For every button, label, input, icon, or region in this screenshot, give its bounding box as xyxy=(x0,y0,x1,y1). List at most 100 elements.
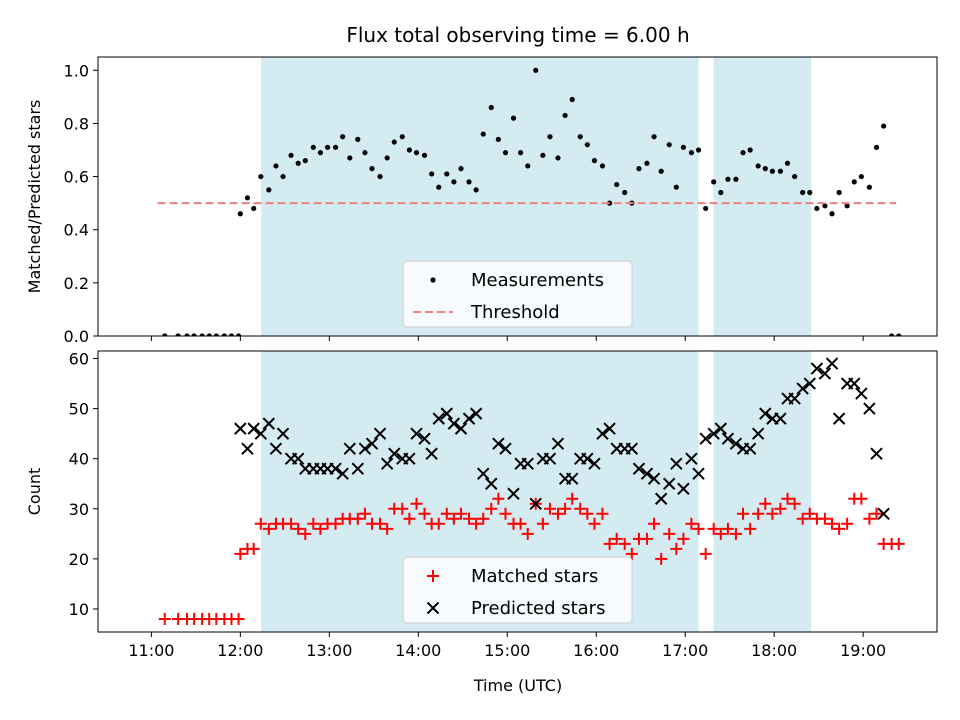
data-point xyxy=(247,422,260,435)
data-point xyxy=(729,437,743,450)
data-point xyxy=(247,542,260,555)
data-point xyxy=(647,472,661,485)
data-point xyxy=(237,211,243,217)
data-point xyxy=(269,442,283,455)
data-point xyxy=(492,492,505,505)
data-point xyxy=(718,189,724,196)
legend-label: Predicted stars xyxy=(471,598,605,619)
chart-title: Flux total observing time = 6.00 h xyxy=(346,23,689,47)
data-point xyxy=(707,522,720,535)
data-point xyxy=(347,155,353,161)
data-point xyxy=(670,542,683,555)
x-tick-label: 13:00 xyxy=(306,641,352,660)
data-point xyxy=(759,497,772,510)
data-point xyxy=(162,333,168,336)
data-point xyxy=(199,333,205,336)
data-point xyxy=(648,517,661,530)
data-point xyxy=(744,522,757,535)
y-tick-label: 50 xyxy=(69,400,89,419)
data-point xyxy=(644,160,650,166)
data-point xyxy=(603,537,616,550)
data-point xyxy=(455,507,468,520)
data-point xyxy=(614,181,620,188)
data-point xyxy=(752,507,765,520)
data-point xyxy=(599,163,606,169)
y-axis-label: Matched/Predicted stars xyxy=(25,100,44,294)
data-point xyxy=(581,452,594,465)
data-point xyxy=(769,168,776,174)
data-point xyxy=(751,427,765,440)
data-point xyxy=(213,333,219,336)
data-point xyxy=(244,195,251,201)
data-point xyxy=(873,144,880,150)
data-point xyxy=(743,442,757,455)
data-point xyxy=(234,422,247,435)
data-point xyxy=(863,512,876,525)
data-point xyxy=(365,437,379,450)
data-point xyxy=(747,147,753,153)
data-point xyxy=(577,134,583,140)
data-point xyxy=(507,487,520,500)
y-tick-label: 0.6 xyxy=(64,168,89,187)
data-point xyxy=(640,532,653,545)
data-point xyxy=(232,612,245,625)
data-point xyxy=(514,517,527,530)
data-point xyxy=(488,104,494,111)
data-point xyxy=(485,477,498,490)
data-point xyxy=(314,522,327,535)
data-point xyxy=(380,457,394,470)
data-point xyxy=(466,179,472,185)
y-tick-label: 0.2 xyxy=(64,274,89,293)
data-point xyxy=(529,497,542,510)
data-point xyxy=(258,173,264,180)
data-point xyxy=(295,160,301,166)
data-point xyxy=(355,136,361,142)
data-point xyxy=(477,512,490,525)
data-point xyxy=(470,517,483,530)
data-point xyxy=(858,173,864,180)
y-tick-label: 0.8 xyxy=(64,114,89,133)
data-point xyxy=(800,189,806,196)
data-point xyxy=(855,492,868,505)
data-point xyxy=(358,442,372,455)
data-point xyxy=(373,427,387,440)
x-tick-label: 12:00 xyxy=(217,641,263,660)
data-point xyxy=(536,517,549,530)
data-point xyxy=(262,417,276,430)
data-point xyxy=(818,512,831,525)
data-point xyxy=(502,150,509,156)
x-tick-label: 16:00 xyxy=(573,641,619,660)
data-point xyxy=(551,437,565,450)
data-point xyxy=(388,447,401,460)
x-tick-label: 15:00 xyxy=(484,641,530,660)
legend-marker xyxy=(430,277,436,283)
data-point xyxy=(469,407,483,420)
data-point xyxy=(292,522,305,535)
data-point xyxy=(810,362,824,375)
data-point xyxy=(707,427,720,440)
data-point xyxy=(421,152,428,158)
data-point xyxy=(762,166,768,172)
data-point xyxy=(351,512,364,525)
data-point xyxy=(670,457,683,470)
data-point xyxy=(454,422,468,435)
data-point xyxy=(640,467,654,480)
data-point xyxy=(525,163,531,169)
data-point xyxy=(574,502,587,515)
data-point xyxy=(818,367,832,380)
data-point xyxy=(829,211,835,217)
data-point xyxy=(273,163,279,169)
data-point xyxy=(680,144,687,150)
y-tick-label: 30 xyxy=(69,500,89,519)
data-point xyxy=(329,462,342,475)
data-point xyxy=(759,407,772,420)
data-point xyxy=(184,333,190,336)
data-point xyxy=(699,547,712,560)
data-point xyxy=(473,187,479,193)
data-point xyxy=(714,527,727,540)
data-point xyxy=(358,507,371,520)
data-point xyxy=(221,333,227,336)
data-point xyxy=(262,522,275,535)
data-point xyxy=(444,171,450,177)
y-tick-label: 10 xyxy=(69,600,89,619)
